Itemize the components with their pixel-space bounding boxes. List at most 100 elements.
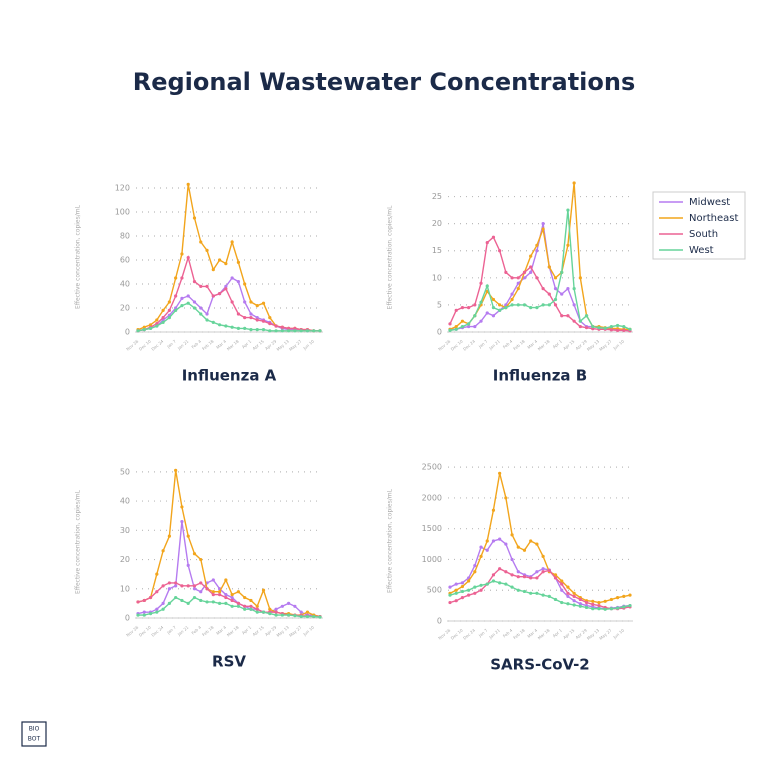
data-point (199, 581, 203, 585)
data-point (167, 581, 171, 585)
data-point (148, 326, 153, 330)
data-point (167, 587, 171, 591)
data-point (460, 589, 465, 594)
data-point (155, 322, 159, 326)
data-point (541, 303, 545, 307)
data-point (161, 584, 165, 588)
data-point (622, 324, 626, 329)
data-point (485, 539, 489, 543)
data-point (516, 281, 520, 285)
data-point (572, 303, 576, 307)
data-point (180, 304, 184, 308)
data-point (560, 600, 564, 605)
data-point (566, 585, 570, 589)
data-point (243, 316, 247, 320)
logo-text: BOT (28, 736, 41, 743)
data-point (615, 606, 620, 610)
data-point (479, 281, 483, 285)
data-point (535, 542, 539, 546)
data-point (243, 300, 247, 304)
data-point (467, 588, 471, 592)
data-point (448, 322, 452, 326)
data-point (186, 294, 190, 298)
data-point (255, 304, 259, 308)
data-point (205, 312, 209, 316)
x-tick-label: Apr 1 (241, 624, 253, 635)
data-point (192, 280, 197, 284)
data-point (199, 312, 203, 316)
data-point (572, 594, 576, 598)
data-point (522, 270, 527, 274)
data-point (504, 496, 508, 500)
y-tick-label: 2500 (422, 463, 442, 472)
data-point (280, 604, 284, 608)
data-point (249, 604, 253, 608)
data-point (312, 614, 316, 619)
data-point (261, 319, 266, 323)
data-point (280, 329, 284, 333)
data-point (211, 600, 215, 604)
data-point (578, 602, 582, 606)
data-point (148, 595, 153, 600)
data-point (504, 306, 508, 310)
data-point (174, 595, 178, 600)
data-point (261, 301, 266, 305)
data-point (591, 324, 595, 329)
data-point (597, 604, 601, 608)
data-point (174, 276, 178, 280)
data-point (473, 591, 477, 595)
data-point (199, 306, 203, 310)
data-point (217, 593, 222, 597)
legend-box (652, 191, 746, 260)
data-point (236, 312, 241, 316)
data-point (268, 322, 272, 326)
data-point (584, 600, 589, 605)
data-point (224, 324, 228, 328)
data-point (498, 303, 502, 307)
data-point (180, 519, 184, 524)
data-point (192, 306, 197, 310)
data-point (155, 572, 159, 576)
data-point (460, 584, 465, 589)
data-point (312, 329, 316, 333)
data-point (274, 324, 278, 328)
data-point (167, 316, 171, 320)
data-point (280, 613, 284, 617)
data-point (460, 324, 465, 329)
data-point (597, 607, 601, 611)
data-point (609, 328, 613, 332)
data-point (553, 573, 558, 577)
data-point (529, 270, 533, 274)
data-point (454, 308, 458, 312)
data-point (578, 597, 582, 602)
data-point (249, 312, 253, 316)
data-point (628, 593, 632, 597)
data-point (167, 601, 171, 605)
data-point (174, 584, 178, 588)
data-point (249, 300, 253, 304)
data-point (255, 610, 259, 614)
data-point (142, 610, 146, 614)
data-point (161, 607, 165, 611)
data-point (473, 324, 477, 329)
data-point (142, 328, 146, 332)
data-point (174, 581, 178, 585)
data-point (479, 554, 483, 558)
x-tick-label: Feb 4 (502, 338, 514, 349)
data-point (566, 314, 570, 318)
data-point (510, 292, 514, 296)
data-point (516, 545, 520, 549)
data-point (615, 596, 620, 600)
x-tick-label: Jan 7 (477, 338, 489, 349)
data-point (566, 591, 570, 595)
data-point (192, 587, 197, 591)
series (448, 579, 632, 611)
data-point (236, 590, 241, 594)
data-point (167, 534, 171, 538)
data-point (473, 564, 477, 568)
data-point (491, 573, 496, 577)
y-tick-label: 0 (125, 614, 130, 623)
data-point (243, 595, 247, 600)
data-point (236, 260, 241, 264)
